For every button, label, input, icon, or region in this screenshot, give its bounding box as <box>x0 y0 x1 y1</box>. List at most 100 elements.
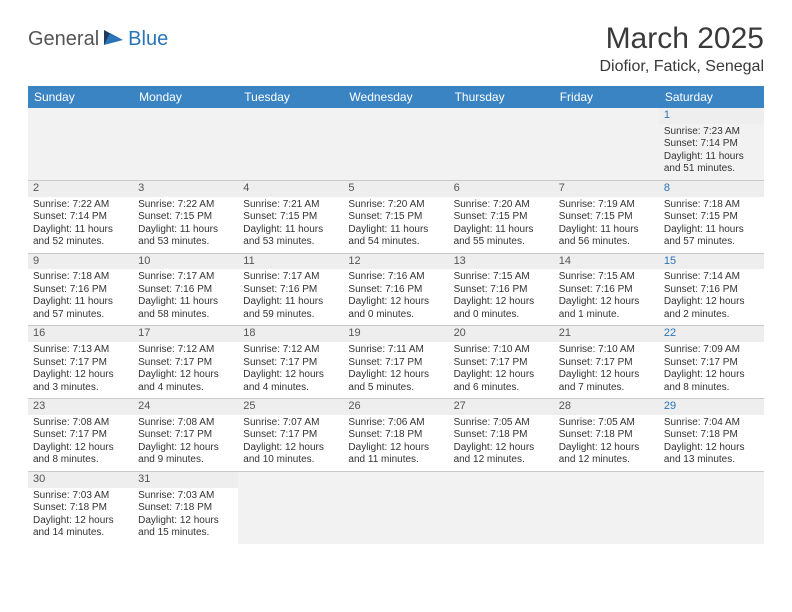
calendar-cell: 21Sunrise: 7:10 AMSunset: 7:17 PMDayligh… <box>554 326 659 399</box>
daylight-line: Daylight: 12 hours and 4 minutes. <box>138 369 233 394</box>
day-number: 9 <box>28 254 133 270</box>
daylight-line: Daylight: 12 hours and 3 minutes. <box>33 369 128 394</box>
calendar-cell <box>238 108 343 180</box>
daylight-line: Daylight: 12 hours and 0 minutes. <box>454 296 549 321</box>
sunrise-line: Sunrise: 7:14 AM <box>664 271 759 284</box>
day-number: 11 <box>238 254 343 270</box>
sunrise-line: Sunrise: 7:08 AM <box>138 417 233 430</box>
day-number: 18 <box>238 326 343 342</box>
calendar-cell <box>133 108 238 180</box>
calendar-week: 9Sunrise: 7:18 AMSunset: 7:16 PMDaylight… <box>28 253 764 326</box>
daylight-line: Daylight: 12 hours and 2 minutes. <box>664 296 759 321</box>
calendar-cell: 22Sunrise: 7:09 AMSunset: 7:17 PMDayligh… <box>659 326 764 399</box>
calendar-cell <box>449 471 554 543</box>
daylight-line: Daylight: 12 hours and 8 minutes. <box>664 369 759 394</box>
calendar-cell: 29Sunrise: 7:04 AMSunset: 7:18 PMDayligh… <box>659 399 764 472</box>
sunrise-line: Sunrise: 7:17 AM <box>138 271 233 284</box>
sunset-line: Sunset: 7:17 PM <box>348 357 443 370</box>
daylight-line: Daylight: 12 hours and 12 minutes. <box>559 442 654 467</box>
weekday-header: Monday <box>133 86 238 108</box>
calendar-cell: 14Sunrise: 7:15 AMSunset: 7:16 PMDayligh… <box>554 253 659 326</box>
sunset-line: Sunset: 7:16 PM <box>243 284 338 297</box>
sunset-line: Sunset: 7:16 PM <box>348 284 443 297</box>
calendar-cell <box>343 108 448 180</box>
sunset-line: Sunset: 7:17 PM <box>243 357 338 370</box>
daylight-line: Daylight: 12 hours and 6 minutes. <box>454 369 549 394</box>
sunset-line: Sunset: 7:17 PM <box>559 357 654 370</box>
calendar-cell: 26Sunrise: 7:06 AMSunset: 7:18 PMDayligh… <box>343 399 448 472</box>
day-number: 5 <box>343 181 448 197</box>
sunrise-line: Sunrise: 7:03 AM <box>33 490 128 503</box>
sunrise-line: Sunrise: 7:21 AM <box>243 199 338 212</box>
sunrise-line: Sunrise: 7:10 AM <box>454 344 549 357</box>
logo-text-blue: Blue <box>128 28 168 51</box>
weekday-header: Sunday <box>28 86 133 108</box>
sunset-line: Sunset: 7:14 PM <box>33 211 128 224</box>
day-number: 16 <box>28 326 133 342</box>
day-number: 22 <box>659 326 764 342</box>
sunrise-line: Sunrise: 7:08 AM <box>33 417 128 430</box>
sunrise-line: Sunrise: 7:16 AM <box>348 271 443 284</box>
sunset-line: Sunset: 7:14 PM <box>664 138 759 151</box>
day-number: 21 <box>554 326 659 342</box>
calendar-cell: 24Sunrise: 7:08 AMSunset: 7:17 PMDayligh… <box>133 399 238 472</box>
daylight-line: Daylight: 12 hours and 11 minutes. <box>348 442 443 467</box>
day-number: 19 <box>343 326 448 342</box>
sunrise-line: Sunrise: 7:19 AM <box>559 199 654 212</box>
day-number: 6 <box>449 181 554 197</box>
page: General Blue March 2025 Diofior, Fatick,… <box>0 0 792 566</box>
calendar-cell <box>28 108 133 180</box>
calendar-body: 1Sunrise: 7:23 AMSunset: 7:14 PMDaylight… <box>28 108 764 544</box>
weekday-header: Wednesday <box>343 86 448 108</box>
day-number: 14 <box>554 254 659 270</box>
daylight-line: Daylight: 11 hours and 51 minutes. <box>664 151 759 176</box>
calendar-week: 23Sunrise: 7:08 AMSunset: 7:17 PMDayligh… <box>28 399 764 472</box>
day-number: 28 <box>554 399 659 415</box>
daylight-line: Daylight: 11 hours and 53 minutes. <box>138 224 233 249</box>
sunrise-line: Sunrise: 7:18 AM <box>664 199 759 212</box>
calendar-table: Sunday Monday Tuesday Wednesday Thursday… <box>28 86 764 544</box>
sunset-line: Sunset: 7:17 PM <box>454 357 549 370</box>
day-number: 29 <box>659 399 764 415</box>
calendar-cell: 3Sunrise: 7:22 AMSunset: 7:15 PMDaylight… <box>133 180 238 253</box>
sunrise-line: Sunrise: 7:05 AM <box>559 417 654 430</box>
day-number: 2 <box>28 181 133 197</box>
calendar-week: 16Sunrise: 7:13 AMSunset: 7:17 PMDayligh… <box>28 326 764 399</box>
calendar-cell: 11Sunrise: 7:17 AMSunset: 7:16 PMDayligh… <box>238 253 343 326</box>
day-number: 23 <box>28 399 133 415</box>
sunset-line: Sunset: 7:15 PM <box>454 211 549 224</box>
sunset-line: Sunset: 7:18 PM <box>664 429 759 442</box>
sunrise-line: Sunrise: 7:11 AM <box>348 344 443 357</box>
weekday-header: Thursday <box>449 86 554 108</box>
day-number: 27 <box>449 399 554 415</box>
calendar-cell: 7Sunrise: 7:19 AMSunset: 7:15 PMDaylight… <box>554 180 659 253</box>
daylight-line: Daylight: 12 hours and 12 minutes. <box>454 442 549 467</box>
sunrise-line: Sunrise: 7:15 AM <box>559 271 654 284</box>
sunset-line: Sunset: 7:18 PM <box>138 502 233 515</box>
day-number: 4 <box>238 181 343 197</box>
daylight-line: Daylight: 12 hours and 7 minutes. <box>559 369 654 394</box>
sunrise-line: Sunrise: 7:18 AM <box>33 271 128 284</box>
calendar-cell: 12Sunrise: 7:16 AMSunset: 7:16 PMDayligh… <box>343 253 448 326</box>
daylight-line: Daylight: 12 hours and 14 minutes. <box>33 515 128 540</box>
sunrise-line: Sunrise: 7:12 AM <box>243 344 338 357</box>
weekday-header: Tuesday <box>238 86 343 108</box>
calendar-cell: 4Sunrise: 7:21 AMSunset: 7:15 PMDaylight… <box>238 180 343 253</box>
logo-flag-icon <box>103 28 125 51</box>
calendar-cell: 1Sunrise: 7:23 AMSunset: 7:14 PMDaylight… <box>659 108 764 180</box>
sunset-line: Sunset: 7:18 PM <box>33 502 128 515</box>
sunset-line: Sunset: 7:15 PM <box>138 211 233 224</box>
calendar-cell: 27Sunrise: 7:05 AMSunset: 7:18 PMDayligh… <box>449 399 554 472</box>
logo: General Blue <box>28 22 168 51</box>
day-number: 17 <box>133 326 238 342</box>
day-number: 15 <box>659 254 764 270</box>
sunset-line: Sunset: 7:15 PM <box>664 211 759 224</box>
calendar-header-row: Sunday Monday Tuesday Wednesday Thursday… <box>28 86 764 108</box>
sunset-line: Sunset: 7:17 PM <box>33 357 128 370</box>
daylight-line: Daylight: 12 hours and 9 minutes. <box>138 442 233 467</box>
sunrise-line: Sunrise: 7:05 AM <box>454 417 549 430</box>
calendar-cell: 30Sunrise: 7:03 AMSunset: 7:18 PMDayligh… <box>28 471 133 543</box>
daylight-line: Daylight: 11 hours and 56 minutes. <box>559 224 654 249</box>
daylight-line: Daylight: 12 hours and 1 minute. <box>559 296 654 321</box>
sunset-line: Sunset: 7:16 PM <box>664 284 759 297</box>
